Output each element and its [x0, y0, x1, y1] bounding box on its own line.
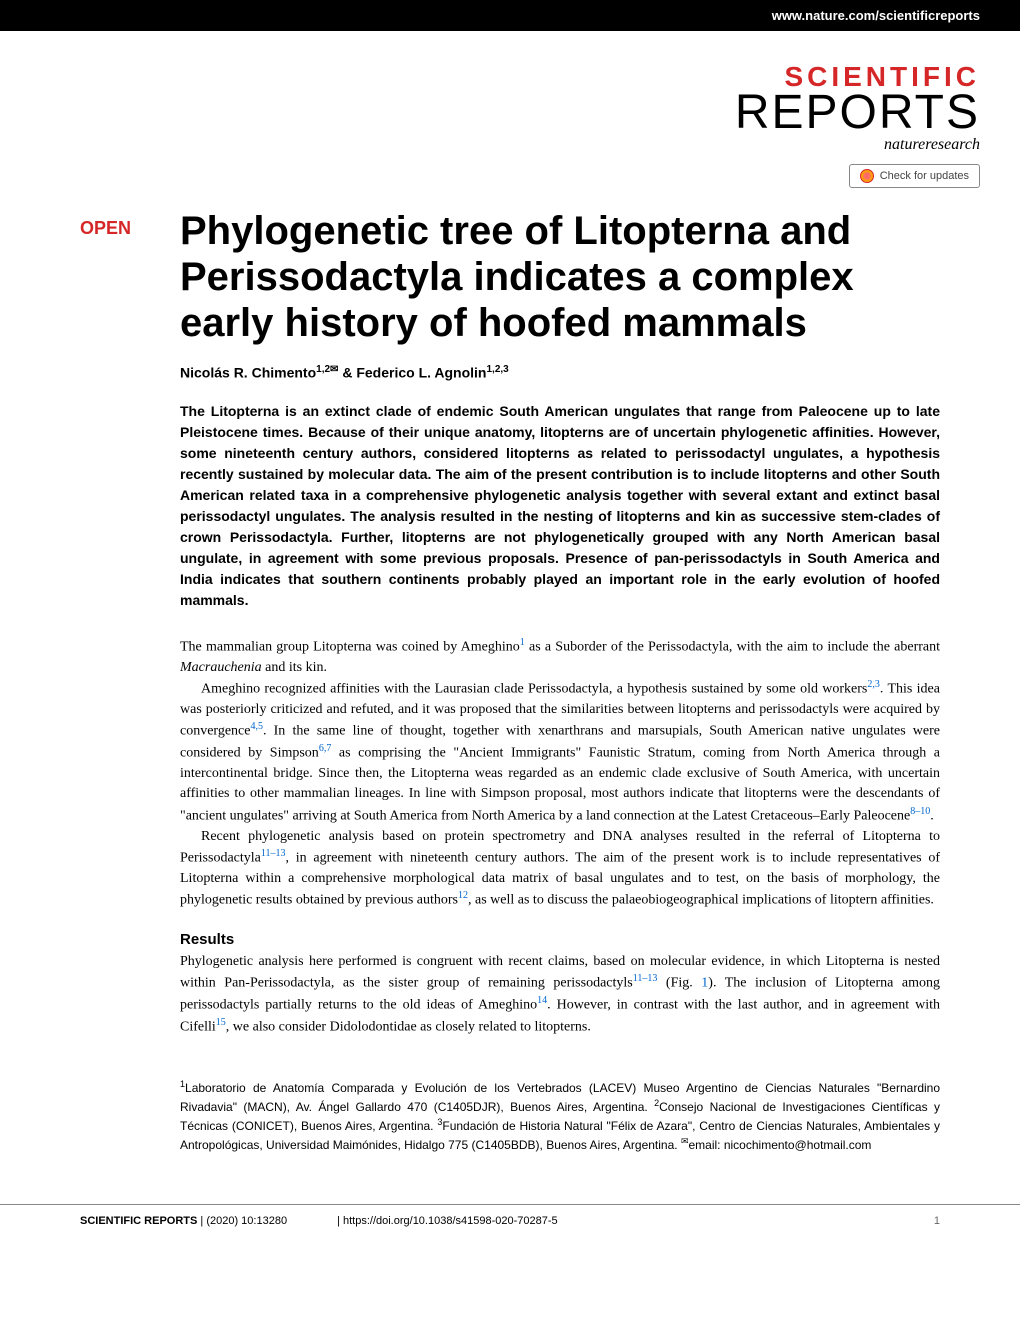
- affiliations: 1Laboratorio de Anatomía Comparada y Evo…: [180, 1078, 940, 1154]
- header-url-bar: www.nature.com/scientificreports: [0, 0, 1020, 31]
- check-updates-container: Check for updates: [0, 164, 1020, 198]
- authors: Nicolás R. Chimento1,2✉ & Federico L. Ag…: [180, 364, 940, 381]
- journal-logo: SCIENTIFIC REPORTS natureresearch: [0, 31, 1020, 164]
- article-title: Phylogenetic tree of Litopterna and Peri…: [180, 208, 940, 346]
- main-content: OPEN Phylogenetic tree of Litopterna and…: [0, 198, 1020, 1184]
- intro-para-2: Ameghino recognized affinities with the …: [180, 678, 940, 827]
- footer-left: SCIENTIFIC REPORTS | (2020) 10:13280 | h…: [80, 1215, 558, 1227]
- check-updates-button[interactable]: Check for updates: [849, 164, 980, 188]
- crossmark-icon: [860, 169, 874, 183]
- journal-word-reports: REPORTS: [40, 85, 980, 140]
- intro-para-3: Recent phylogenetic analysis based on pr…: [180, 827, 940, 912]
- footer: SCIENTIFIC REPORTS | (2020) 10:13280 | h…: [0, 1204, 1020, 1237]
- intro-section: The mammalian group Litopterna was coine…: [180, 636, 940, 911]
- footer-journal: SCIENTIFIC REPORTS: [80, 1215, 197, 1227]
- abstract: The Litopterna is an extinct clade of en…: [180, 401, 940, 611]
- results-section: Phylogenetic analysis here performed is …: [180, 952, 940, 1038]
- footer-journal-citation: SCIENTIFIC REPORTS | (2020) 10:13280: [80, 1215, 287, 1227]
- check-updates-label: Check for updates: [880, 170, 969, 182]
- results-para-1: Phylogenetic analysis here performed is …: [180, 952, 940, 1038]
- intro-para-1: The mammalian group Litopterna was coine…: [180, 636, 940, 678]
- results-heading: Results: [180, 931, 940, 948]
- footer-doi: | https://doi.org/10.1038/s41598-020-702…: [337, 1215, 558, 1227]
- footer-page: 1: [934, 1215, 940, 1227]
- header-url: www.nature.com/scientificreports: [772, 8, 980, 23]
- open-access-label: OPEN: [80, 218, 131, 239]
- footer-citation: (2020) 10:13280: [206, 1215, 287, 1227]
